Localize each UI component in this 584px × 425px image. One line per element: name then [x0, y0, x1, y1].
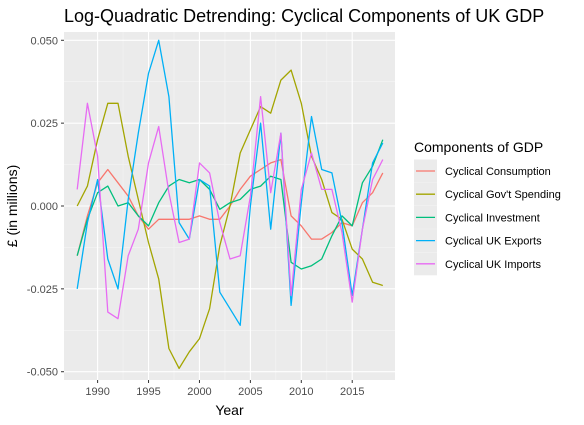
y-axis-title: £ (in millions) [4, 165, 20, 247]
legend-item-cyclical-consumption: Cyclical Consumption [414, 159, 551, 183]
x-tick-label: 2005 [238, 386, 262, 398]
series-line-cyclical-uk-imports [76, 95, 384, 320]
legend-item-cyclical-uk-exports: Cyclical UK Exports [414, 229, 542, 253]
legend-label: Cyclical Investment [445, 212, 540, 224]
y-tick-label: 0.050 [30, 35, 58, 47]
x-tick-label: 1990 [85, 386, 109, 398]
y-tick-label: -0.050 [27, 367, 58, 379]
legend-item-cyclical-gov-t-spending: Cyclical Gov't Spending [414, 182, 561, 206]
x-tick-label: 2000 [187, 386, 211, 398]
x-axis-title: Year [215, 402, 244, 418]
y-tick-label: -0.025 [27, 284, 58, 296]
legend-label: Cyclical Consumption [445, 166, 551, 178]
legend-title: Components of GDP [414, 139, 543, 155]
series-line-cyclical-uk-exports [76, 39, 384, 326]
legend-item-cyclical-investment: Cyclical Investment [414, 205, 540, 229]
chart-title: Log-Quadratic Detrending: Cyclical Compo… [64, 6, 544, 26]
legend-label: Cyclical Gov't Spending [445, 189, 561, 201]
axis-layer: 1990 1995 2000 2005 2010 2015 -0.050 -0.025 0.00… [27, 35, 365, 398]
legend-item-cyclical-uk-imports: Cyclical UK Imports [414, 252, 541, 276]
x-tick-label: 1995 [136, 386, 160, 398]
x-tick-label: 2015 [340, 386, 364, 398]
series-line-cyclical-gov-t-spending [76, 69, 384, 370]
legend: Components of GDP Cyclical ConsumptionCy… [414, 139, 561, 276]
legend-label: Cyclical UK Imports [445, 259, 541, 271]
y-tick-label: 0.000 [30, 201, 58, 213]
legend-label: Cyclical UK Exports [445, 236, 542, 248]
grid-layer [64, 32, 395, 380]
y-tick-label: 0.025 [30, 118, 58, 130]
x-tick-label: 2010 [289, 386, 313, 398]
legend-items: Cyclical Consumption Cyclical Gov't Spend… [414, 159, 561, 276]
series-layer [76, 39, 384, 370]
